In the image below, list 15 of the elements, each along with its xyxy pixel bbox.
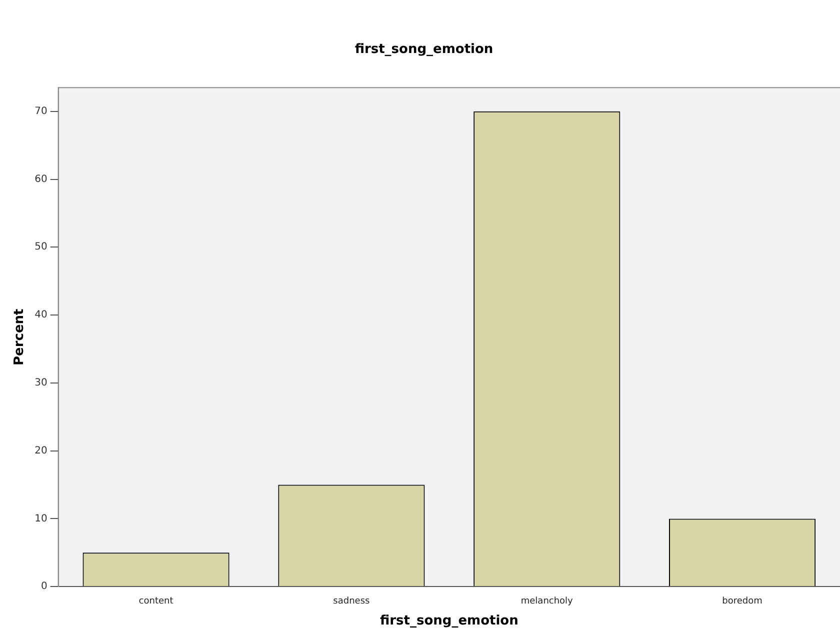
y-tick-label: 40 (34, 310, 48, 321)
x-tick-label: content (138, 596, 174, 606)
y-tick-label: 70 (34, 106, 48, 117)
y-axis-title: Percent (12, 308, 28, 366)
x-axis-title: first_song_emotion (380, 614, 518, 629)
y-tick-label: 60 (34, 174, 48, 185)
x-tick-label: boredom (722, 596, 762, 606)
y-tick-label: 20 (34, 445, 48, 456)
x-tick-label: sadness (333, 596, 370, 606)
x-tick-label: melancholy (520, 596, 574, 606)
y-tick-label: 10 (34, 513, 48, 524)
y-tick-label: 0 (40, 581, 48, 592)
chart-title: first_song_emotion (354, 42, 494, 58)
y-tick-label: 30 (34, 378, 48, 389)
y-tick-label: 50 (34, 242, 48, 253)
